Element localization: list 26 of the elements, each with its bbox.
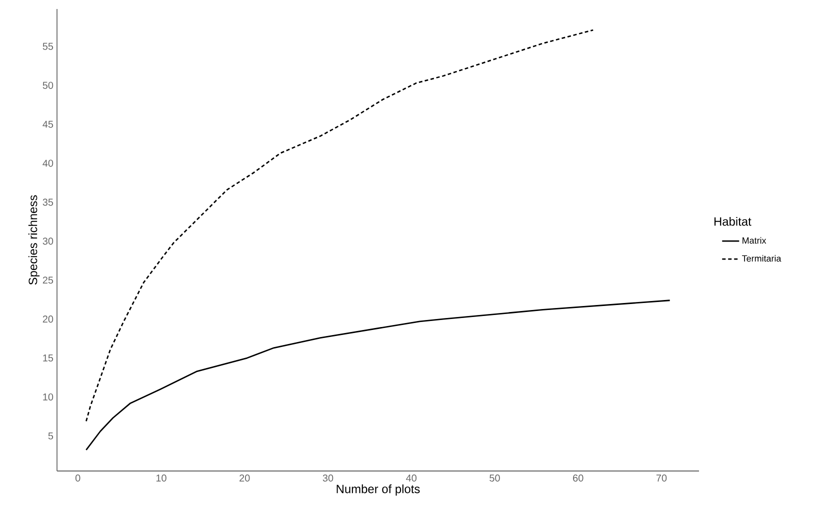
y-axis-title: Species richness xyxy=(28,195,40,285)
x-tick-label: 0 xyxy=(75,474,80,482)
legend-label: Termitaria xyxy=(742,255,782,262)
x-tick-label: 50 xyxy=(490,474,500,482)
x-tick-label: 30 xyxy=(322,474,334,482)
x-tick-label: 60 xyxy=(573,474,584,482)
y-tick-label: 30 xyxy=(42,238,54,245)
y-tick-label: 40 xyxy=(42,160,54,167)
legend-label: Matrix xyxy=(742,237,766,244)
x-axis-title: Number of plots xyxy=(336,484,420,496)
x-tick-label: 20 xyxy=(240,474,250,482)
x-tick-label: 70 xyxy=(656,474,667,482)
y-tick-label: 15 xyxy=(43,354,54,362)
y-tick-label: 55 xyxy=(42,42,54,50)
legend-title: Habitat xyxy=(714,216,752,226)
y-tick-label: 5 xyxy=(48,432,54,440)
y-tick-label: 10 xyxy=(43,393,54,401)
line-series xyxy=(85,29,594,422)
line-series xyxy=(85,300,671,451)
x-tick-label: 10 xyxy=(156,474,166,482)
x-tick-label: 40 xyxy=(406,474,417,482)
y-tick-label: 45 xyxy=(42,120,54,128)
y-tick-label: 35 xyxy=(42,198,54,206)
y-tick-label: 50 xyxy=(42,82,54,89)
y-tick-label: 25 xyxy=(42,276,54,284)
y-tick-label: 20 xyxy=(42,316,54,323)
